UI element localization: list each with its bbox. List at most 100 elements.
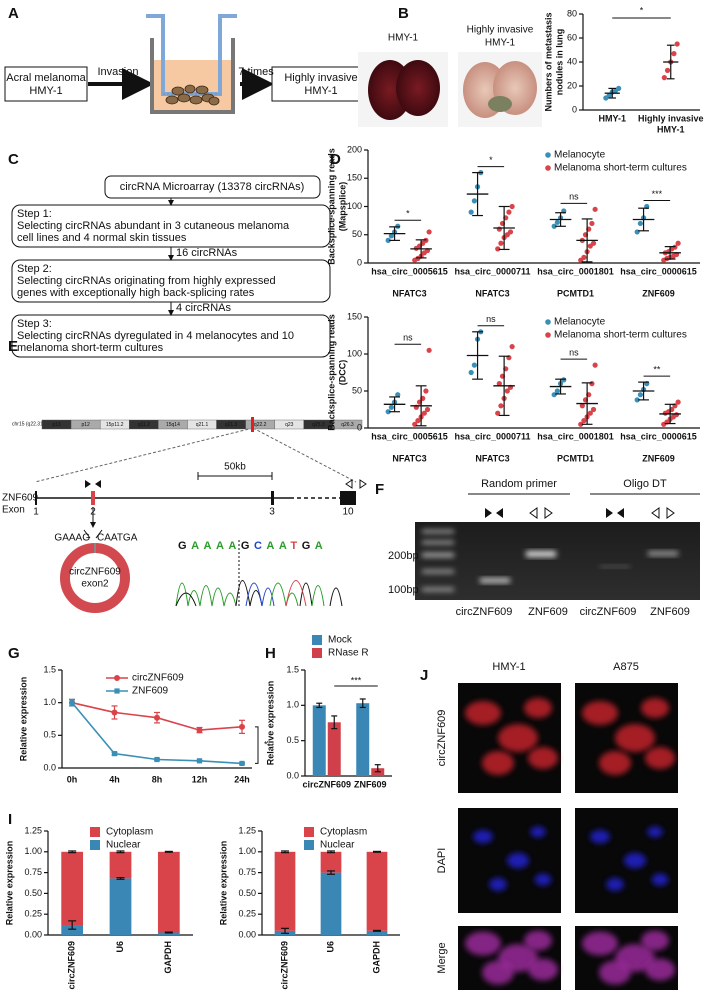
text-line: Highly invasive: [284, 72, 357, 84]
scale-label: 50kb: [224, 462, 246, 473]
y-tick-label: 1.5: [286, 664, 299, 674]
legend-label: circZNF609: [132, 673, 184, 684]
cell: [465, 931, 501, 956]
trace: [175, 580, 343, 607]
point: [496, 226, 502, 232]
text-line: Selecting circRNAs abundant in 3 cutaneo…: [17, 220, 290, 232]
exon-number: 3: [269, 507, 275, 518]
x-tick-label: Highly invasive: [638, 113, 704, 123]
text-line: circZNF609: [69, 567, 121, 578]
point: [587, 410, 593, 416]
legend-swatch: [90, 840, 100, 850]
significance: ns: [569, 347, 579, 357]
marker-label: 100bp: [388, 584, 419, 596]
y-tick-label: 20: [567, 80, 577, 90]
x-tick-label: 0h: [67, 774, 78, 784]
point: [592, 362, 598, 368]
nodule: [488, 96, 512, 112]
point: [154, 756, 160, 763]
x-tick-label: hsa_circ_0005615: [371, 431, 448, 441]
point: [589, 381, 595, 387]
y-tick-label: 0.5: [286, 735, 299, 745]
legend-label: Melanocyte: [554, 317, 606, 328]
row-label: circZNF609: [436, 710, 448, 767]
y-tick-label: 1.5: [43, 664, 56, 674]
y-tick-label: 150: [347, 311, 362, 321]
y-tick-label: 0.0: [43, 762, 56, 772]
bar: [327, 722, 341, 776]
point: [424, 406, 431, 413]
significance: *: [264, 740, 268, 750]
legend-label: Melanoma short-term cultures: [554, 163, 687, 174]
point: [675, 240, 681, 246]
point: [111, 751, 118, 757]
y-axis-label: (DCC): [337, 360, 347, 386]
column-label: A875: [613, 661, 639, 673]
arrow-label: 4 circRNAs: [176, 302, 232, 314]
arrow-label: 16 circRNAs: [176, 247, 238, 259]
gene-label: PCMTD1: [557, 288, 594, 298]
band: [480, 578, 510, 583]
cell: [473, 830, 493, 844]
primer-arrows: [529, 507, 675, 519]
y-tick-label: 0: [357, 422, 362, 432]
y-tick-label: 1.00: [238, 846, 256, 856]
point: [239, 760, 245, 767]
point: [196, 727, 203, 734]
point: [554, 219, 560, 225]
text-line: HMY-1: [485, 38, 516, 49]
exon: [91, 491, 95, 505]
y-tick-label: 0.50: [238, 888, 256, 898]
significance: **: [653, 364, 661, 374]
gene-label: NFATC3: [475, 288, 509, 298]
legend-marker: [114, 688, 120, 694]
x-tick-label: circZNF609: [302, 779, 351, 789]
band-label: q25.3: [312, 422, 325, 428]
legend-marker: [545, 319, 551, 325]
legend-swatch: [312, 635, 322, 645]
significance-bracket: [255, 726, 259, 764]
x-tick-label: GAPDH: [163, 941, 173, 974]
y-tick-label: 0.0: [286, 770, 299, 780]
significance: ***: [351, 675, 362, 685]
bar-segment: [320, 872, 342, 935]
y-tick-label: 1.00: [24, 846, 42, 856]
point: [388, 404, 394, 410]
point: [551, 223, 557, 229]
band-label: p12: [81, 422, 90, 428]
cell: [498, 724, 538, 752]
exon-number: 2: [90, 507, 96, 518]
point: [589, 220, 595, 227]
y-tick-label: 1.0: [286, 700, 299, 710]
point: [395, 392, 401, 398]
y-tick-label: 150: [347, 173, 362, 183]
legend-marker: [545, 152, 551, 158]
band-label: q23: [285, 422, 294, 428]
text-line: melanoma short-term cultures: [17, 342, 164, 354]
trace: [245, 582, 275, 607]
y-tick-label: 100: [347, 348, 362, 358]
ladder: [422, 530, 454, 591]
trace: [175, 582, 237, 607]
cell: [528, 747, 558, 769]
point: [495, 410, 501, 416]
y-tick-label: 0.25: [238, 909, 256, 919]
legend-swatch: [304, 827, 314, 837]
point: [637, 392, 643, 398]
text-line: HMY-1: [388, 33, 419, 44]
panel-c-boxes: [11, 175, 331, 358]
panel-f-gel: [415, 493, 700, 600]
y-tick-label: 1.25: [24, 825, 42, 835]
cell: [599, 751, 631, 775]
text-line: Selecting circRNAs dyregulated in 4 mela…: [17, 330, 294, 342]
significance: ns: [569, 192, 579, 202]
x-tick-label: hsa_circ_0001801: [537, 266, 614, 276]
lane-label: circZNF609: [580, 606, 637, 618]
band-label: q21.1: [196, 422, 209, 428]
cell: [624, 852, 646, 869]
gel: [415, 522, 700, 600]
x-tick-label: 4h: [109, 774, 120, 784]
y-tick-label: 0.75: [24, 867, 42, 877]
point: [498, 240, 504, 246]
point: [506, 209, 512, 215]
